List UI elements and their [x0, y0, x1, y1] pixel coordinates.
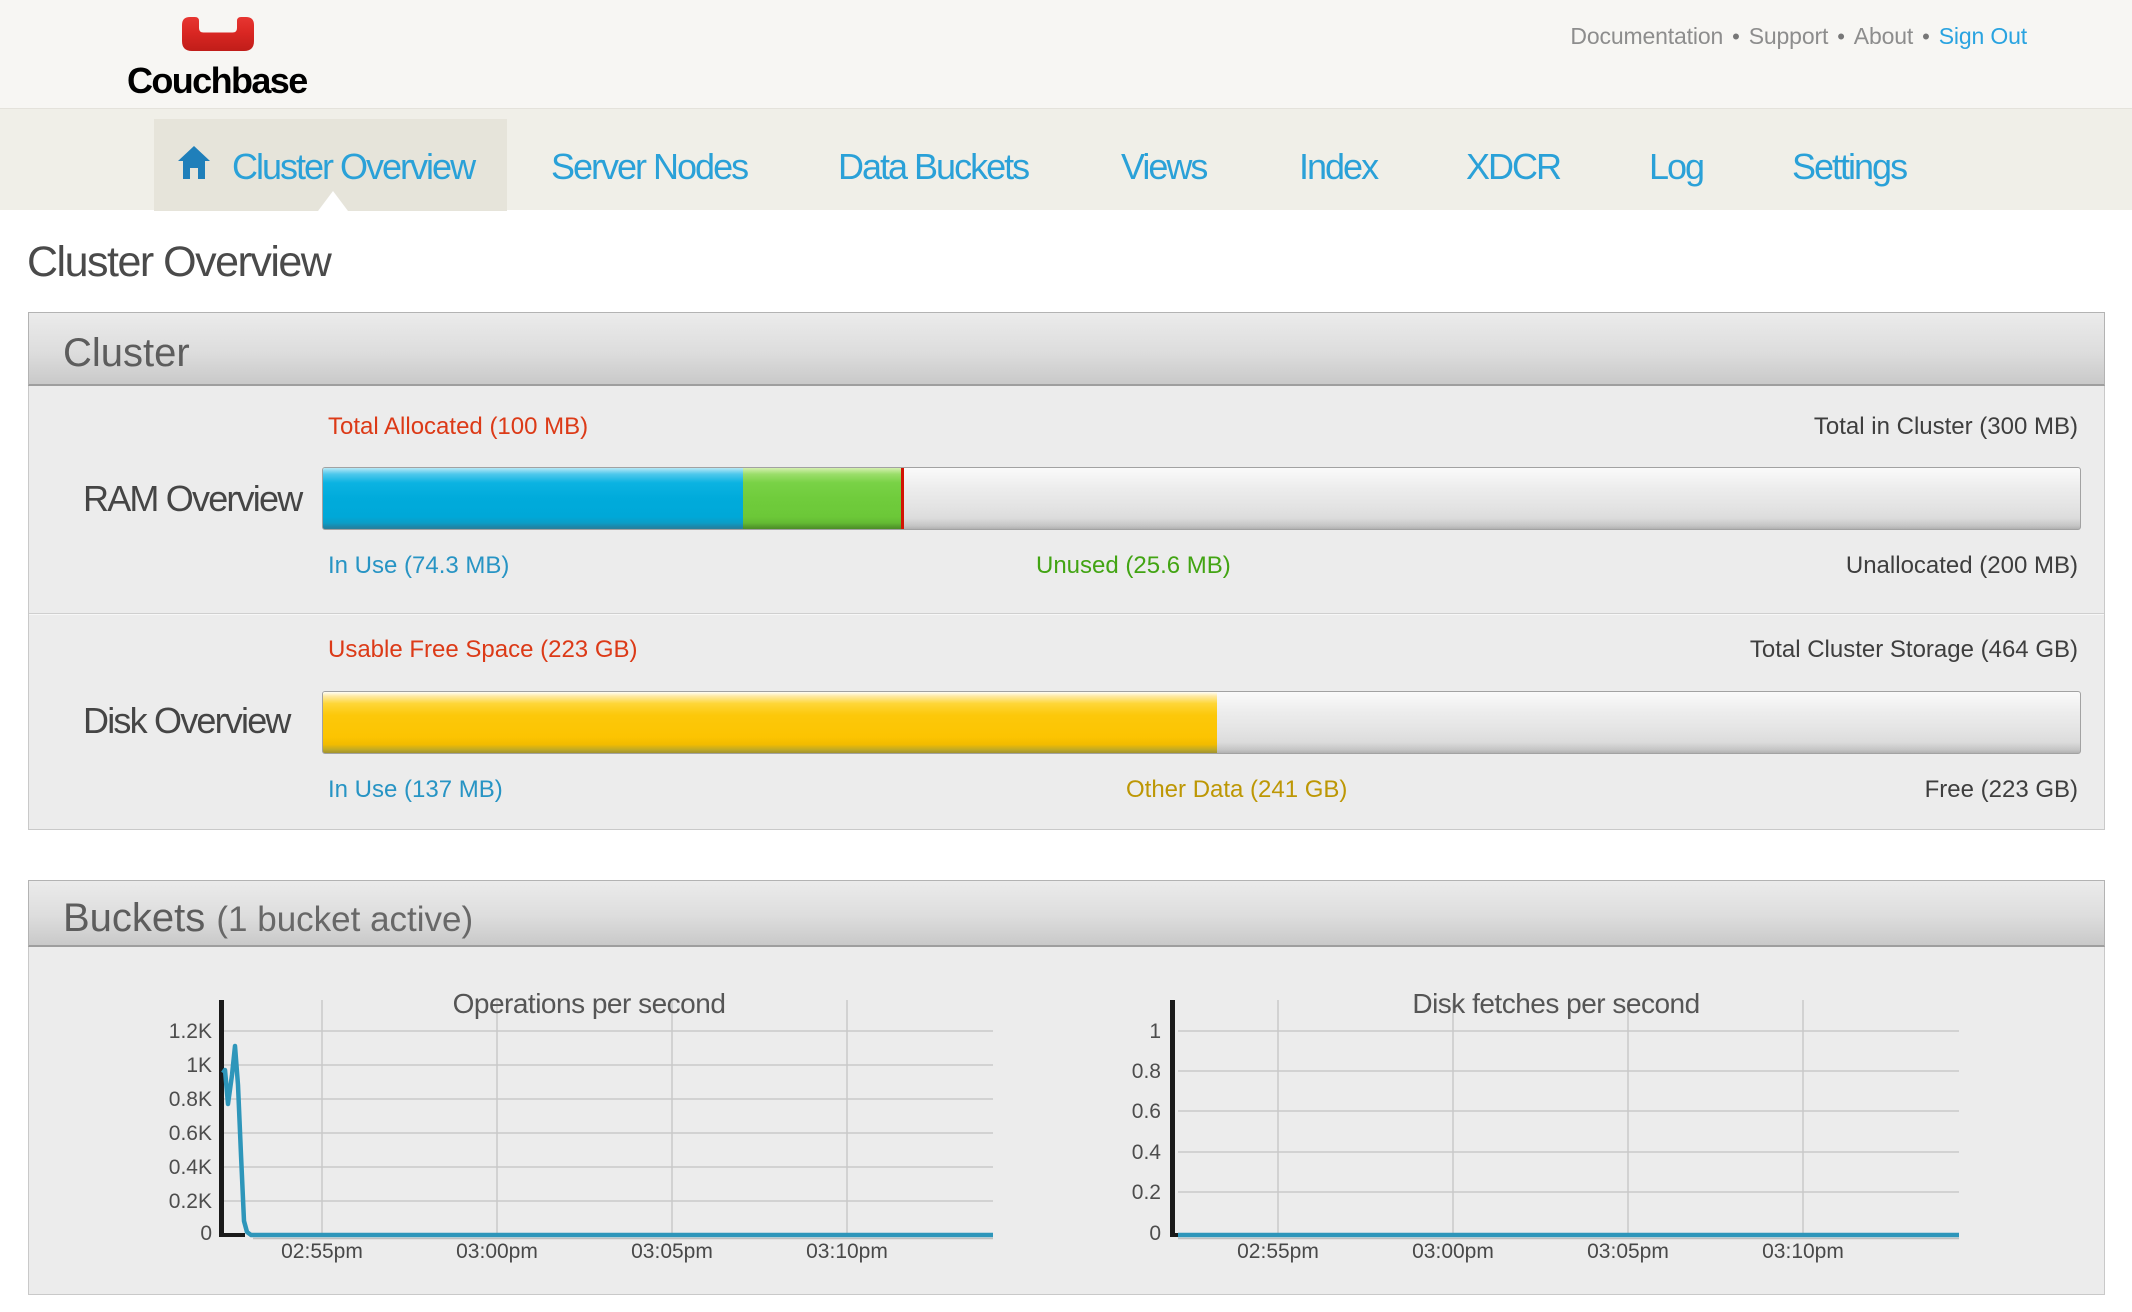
svg-text:1.2K: 1.2K	[169, 1020, 212, 1043]
svg-text:0.4: 0.4	[1132, 1141, 1162, 1164]
svg-text:02:55pm: 02:55pm	[1237, 1240, 1319, 1263]
svg-text:0.6: 0.6	[1132, 1100, 1161, 1123]
svg-text:0.8: 0.8	[1132, 1060, 1161, 1083]
svg-text:1K: 1K	[186, 1054, 212, 1077]
svg-text:0: 0	[200, 1222, 212, 1245]
svg-text:03:05pm: 03:05pm	[1587, 1240, 1669, 1263]
svg-text:03:00pm: 03:00pm	[456, 1240, 538, 1263]
svg-text:0.2: 0.2	[1132, 1181, 1161, 1204]
svg-text:Disk fetches per second: Disk fetches per second	[1412, 988, 1699, 1019]
svg-text:0.6K: 0.6K	[169, 1122, 212, 1145]
svg-text:0.2K: 0.2K	[169, 1190, 212, 1213]
svg-text:0.4K: 0.4K	[169, 1156, 212, 1179]
svg-text:1: 1	[1149, 1020, 1161, 1043]
svg-text:03:10pm: 03:10pm	[806, 1240, 888, 1263]
svg-text:02:55pm: 02:55pm	[281, 1240, 363, 1263]
svg-text:0: 0	[1149, 1222, 1161, 1245]
svg-text:03:10pm: 03:10pm	[1762, 1240, 1844, 1263]
svg-text:Operations per second: Operations per second	[453, 988, 726, 1019]
svg-text:03:00pm: 03:00pm	[1412, 1240, 1494, 1263]
svg-text:03:05pm: 03:05pm	[631, 1240, 713, 1263]
svg-text:0.8K: 0.8K	[169, 1088, 212, 1111]
